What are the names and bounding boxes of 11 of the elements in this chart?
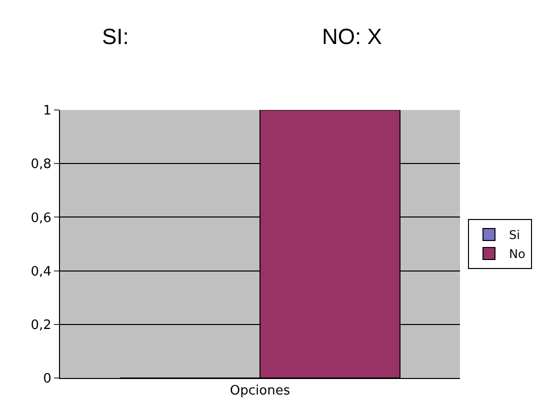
text: NO: X	[322, 24, 382, 49]
legend-label: Si	[509, 228, 520, 242]
x-tick-label: Opciones	[230, 384, 290, 399]
y-tick-label: 0	[43, 372, 52, 387]
y-tick-label: 0,4	[30, 264, 52, 280]
legend-label: No	[509, 247, 526, 262]
y-tick-label: 1	[43, 104, 52, 119]
y-tick-label: 0,6	[30, 210, 52, 226]
y-tick-label: 0,8	[30, 157, 52, 172]
text: SI:	[102, 24, 129, 49]
y-tick-label: 0,2	[30, 318, 52, 333]
